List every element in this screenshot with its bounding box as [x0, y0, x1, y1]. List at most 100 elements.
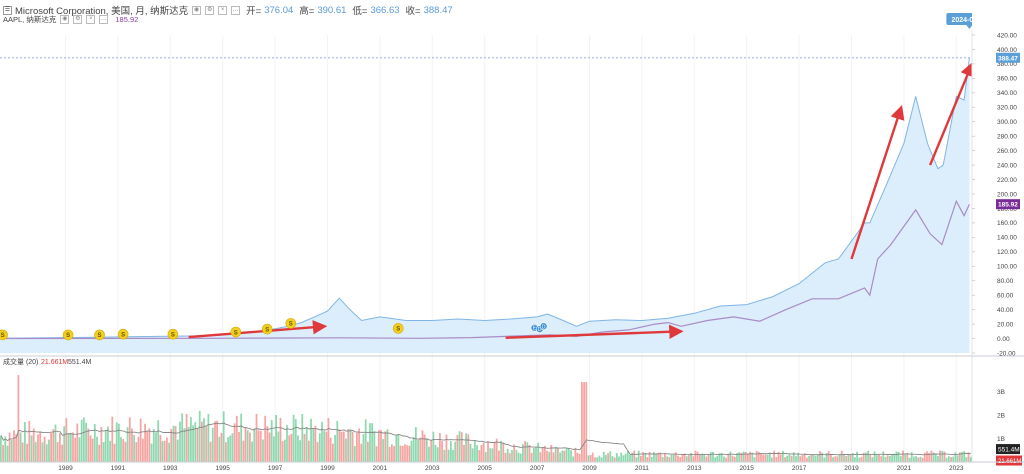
y-tick-label: 140.00	[997, 235, 1017, 242]
volume-bar	[910, 452, 913, 462]
volume-bar	[939, 450, 941, 462]
compare-more-icon[interactable]: …	[99, 15, 109, 24]
dividend-marker[interactable]: S	[392, 323, 404, 334]
dividend-marker-circle[interactable]	[392, 323, 404, 334]
volume-bar	[310, 418, 312, 462]
volume-bar	[469, 443, 472, 462]
volume-bar	[262, 439, 264, 462]
y-tick-label: 60.00	[997, 292, 1014, 299]
dividend-marker-circle[interactable]	[94, 329, 105, 341]
volume-bar	[487, 441, 489, 462]
volume-bar	[244, 427, 247, 462]
volume-bar	[445, 434, 448, 462]
volume-bar	[762, 454, 765, 462]
volume-bar	[168, 442, 170, 462]
volume-bar	[139, 418, 142, 462]
x-tick-label: 1999	[320, 465, 335, 472]
volume-bar	[945, 457, 948, 462]
volume-bar	[541, 447, 544, 462]
volume-bar	[179, 421, 181, 462]
volume-bar	[491, 448, 494, 462]
series-line-aapl	[0, 199, 970, 340]
volume-bar	[218, 436, 221, 462]
x-tick-label: 2023	[949, 465, 964, 472]
menu-icon[interactable]: ☰	[3, 5, 12, 15]
dividend-marker[interactable]: S	[167, 328, 179, 340]
volume-bar	[50, 433, 52, 462]
volume-bar	[85, 422, 87, 462]
dividend-marker[interactable]: S	[62, 329, 74, 341]
settings-icon[interactable]: ⚙	[205, 5, 215, 15]
volume-bar	[207, 413, 210, 462]
volume-bar	[338, 429, 341, 462]
volume-bar	[578, 453, 581, 462]
volume-bar	[526, 442, 529, 462]
volume-bar	[15, 434, 18, 462]
volume-bar	[718, 453, 721, 462]
volume-bar	[209, 441, 212, 462]
compare-close-icon[interactable]: ×	[86, 15, 96, 24]
volume-bar	[380, 430, 382, 462]
volume-bar	[277, 431, 280, 462]
volume-bar	[891, 454, 893, 462]
trend-arrow[interactable]	[188, 320, 328, 339]
volume-bar	[511, 450, 513, 462]
y-tick-label: 380.00	[997, 61, 1017, 68]
volume-bar	[351, 431, 354, 462]
volume-bar	[858, 457, 861, 462]
volume-bar	[688, 455, 690, 462]
dividend-marker[interactable]: S	[261, 323, 273, 335]
volume-tick-label: 1B	[997, 436, 1005, 443]
last-date-tag-text: 2024-01-01	[951, 17, 987, 24]
compare-settings-icon[interactable]: ⚙	[73, 15, 83, 24]
volume-tick-label: 2B	[997, 412, 1005, 419]
volume-bar	[871, 457, 874, 462]
y-tick-label: 300.00	[997, 119, 1017, 126]
event-marker-circle[interactable]	[539, 322, 548, 331]
compare-legend-row: AAPL, 纳斯达克 ◉ ⚙ × … 185.92	[3, 14, 138, 25]
y-tick-label: 100.00	[997, 264, 1017, 271]
volume-bar	[535, 447, 537, 462]
trend-arrow[interactable]	[850, 104, 905, 260]
volume-bar	[122, 439, 125, 462]
volume-bar	[576, 452, 579, 462]
dividend-marker-circle[interactable]	[230, 326, 242, 338]
volume-bar	[251, 441, 253, 462]
dividend-marker[interactable]: S	[285, 318, 297, 329]
dividend-marker-circle[interactable]	[285, 318, 297, 329]
dividend-marker-circle[interactable]	[0, 329, 8, 341]
volume-bar	[913, 456, 915, 462]
volume-bar	[294, 419, 297, 462]
dividend-marker[interactable]: S	[117, 328, 129, 340]
volume-bar	[583, 382, 585, 462]
visibility-toggle-icon[interactable]: ◉	[192, 5, 202, 15]
price-pane: S S S S S S S S S E D D 2024-01-01	[0, 13, 993, 462]
symbol-title: Microsoft Corporation, 美国, 月, 纳斯达克	[15, 6, 189, 17]
volume-bar	[782, 450, 784, 462]
volume-bar	[530, 452, 533, 462]
more-icon[interactable]: …	[231, 5, 241, 15]
volume-bar	[425, 438, 428, 462]
volume-bar	[401, 445, 404, 462]
dividend-marker[interactable]: S	[0, 329, 8, 341]
trend-arrow[interactable]	[928, 61, 975, 166]
dividend-marker-circle[interactable]	[167, 328, 179, 340]
dividend-marker[interactable]: S	[94, 329, 105, 341]
trend-arrow[interactable]	[505, 324, 684, 340]
volume-bar	[563, 450, 566, 462]
volume-bar	[731, 455, 734, 462]
y-tick-label: 260.00	[997, 148, 1017, 155]
dividend-marker-circle[interactable]	[261, 323, 273, 335]
close-icon[interactable]: ×	[218, 5, 228, 15]
dividend-marker-circle[interactable]	[62, 329, 74, 341]
volume-bar	[899, 456, 902, 462]
volume-bar	[816, 454, 819, 462]
dividend-marker-circle[interactable]	[117, 328, 129, 340]
volume-bar	[155, 432, 157, 462]
event-marker[interactable]: D	[539, 322, 548, 331]
x-tick-label: 2017	[792, 465, 807, 472]
volume-bar	[242, 440, 245, 462]
dividend-marker[interactable]: S	[230, 326, 242, 338]
compare-visibility-icon[interactable]: ◉	[60, 15, 70, 24]
